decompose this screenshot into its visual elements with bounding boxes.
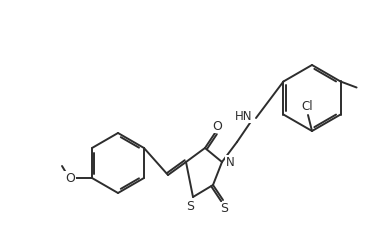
Text: HN: HN xyxy=(235,109,253,123)
Text: Cl: Cl xyxy=(301,101,313,113)
Text: O: O xyxy=(65,171,75,184)
Text: S: S xyxy=(220,202,228,215)
Text: N: N xyxy=(225,155,234,169)
Text: O: O xyxy=(212,120,222,133)
Text: S: S xyxy=(186,200,194,213)
